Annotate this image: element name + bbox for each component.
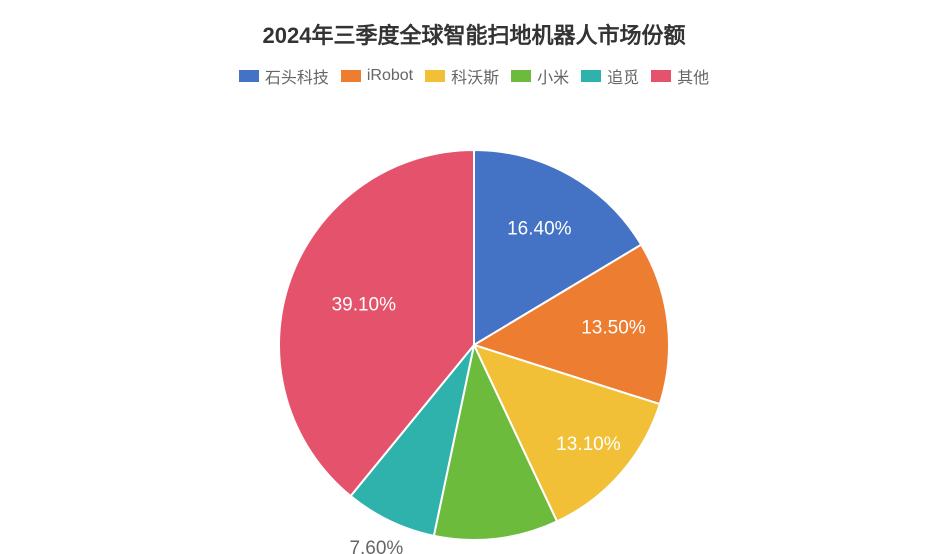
legend-swatch	[239, 70, 259, 82]
slice-label: 13.50%	[581, 318, 646, 339]
slice-label: 7.60%	[349, 538, 403, 554]
legend-label: iRobot	[367, 67, 413, 85]
pie-chart-container: 2024年三季度全球智能扫地机器人市场份额 石头科技 iRobot 科沃斯 小米 追觅 其…	[0, 0, 948, 554]
slice-label: 13.10%	[556, 434, 621, 455]
legend-swatch	[651, 70, 671, 82]
slice-label: 16.40%	[507, 219, 572, 240]
legend-item: 科沃斯	[425, 64, 499, 88]
slice-label: 39.10%	[332, 295, 397, 316]
legend-item: 追觅	[581, 64, 639, 88]
legend-label: 科沃斯	[451, 64, 499, 88]
legend-item: 小米	[511, 64, 569, 88]
legend-label: 石头科技	[265, 64, 329, 88]
legend-item: iRobot	[341, 67, 413, 85]
chart-title: 2024年三季度全球智能扫地机器人市场份额	[0, 18, 948, 50]
legend-label: 小米	[537, 64, 569, 88]
pie-wrap: 16.40%13.50%13.10%10.30%7.60%39.10%	[0, 110, 948, 554]
pie-svg: 16.40%13.50%13.10%10.30%7.60%39.10%	[239, 110, 709, 554]
legend-item: 其他	[651, 64, 709, 88]
chart-legend: 石头科技 iRobot 科沃斯 小米 追觅 其他	[0, 64, 948, 88]
legend-swatch	[341, 70, 361, 82]
legend-label: 追觅	[607, 64, 639, 88]
legend-label: 其他	[677, 64, 709, 88]
legend-swatch	[581, 70, 601, 82]
legend-item: 石头科技	[239, 64, 329, 88]
legend-swatch	[511, 70, 531, 82]
legend-swatch	[425, 70, 445, 82]
